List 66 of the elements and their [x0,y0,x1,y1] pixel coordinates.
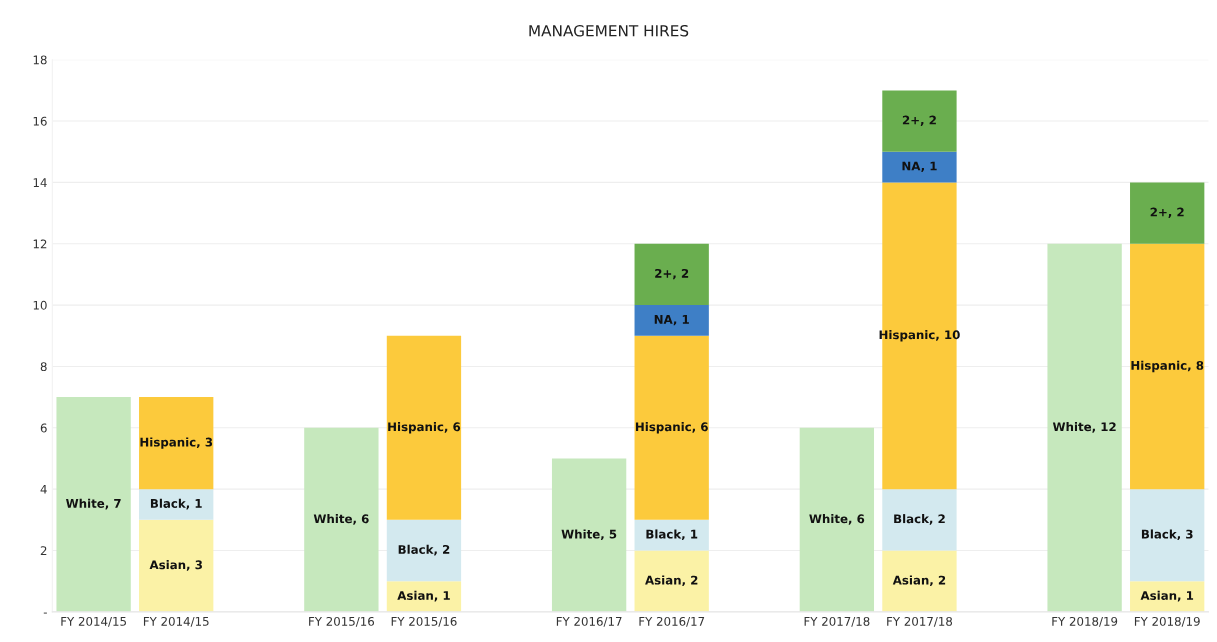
data-label: Black, 3 [1141,529,1193,541]
bar [882,90,957,152]
x-tick-label: FY 2018/19 [1052,616,1118,627]
y-tick-label: 16 [33,116,47,126]
data-label: White, 7 [66,498,121,510]
x-tick-label: FY 2016/17 [556,616,622,627]
y-tick-label: - [43,612,47,614]
data-label: Asian, 1 [397,590,450,602]
bar [139,489,214,520]
y-tick-label: 14 [33,178,47,187]
bar [56,397,131,612]
y-tick-label: 4 [40,485,47,494]
data-label: Asian, 2 [892,575,946,587]
data-label: Hispanic, 8 [1131,360,1204,373]
data-label: Black, 2 [894,514,945,525]
x-tick-label: FY 2015/16 [309,616,375,627]
bar [882,550,957,612]
y-tick-label: 18 [33,55,47,65]
data-label: Asian, 3 [149,560,202,571]
y-tick-label: 6 [40,423,47,433]
data-label: NA, 1 [654,315,689,326]
bar [634,305,709,336]
bar [882,489,957,551]
data-label: White, 6 [313,514,369,525]
data-label: White, 12 [1052,422,1116,433]
data-label: 2+, 2 [655,268,689,280]
x-tick-label: FY 2015/16 [391,616,457,627]
bar [139,519,214,612]
bar [1130,489,1205,582]
data-label: White, 6 [809,514,865,525]
data-label: Black, 1 [150,498,202,510]
bar [634,335,709,520]
x-tick-label: FY 2018/19 [1134,616,1200,627]
y-tick-label: 8 [40,362,47,372]
bar [1130,182,1205,244]
bar [386,335,462,520]
data-label: 2+, 2 [902,115,936,126]
bar [386,519,462,582]
bar [1130,243,1205,490]
data-label: 2+, 2 [1150,207,1184,219]
y-tick-label: 10 [33,300,47,310]
data-label: Hispanic, 6 [388,422,461,434]
data-label: Hispanic, 6 [635,422,708,434]
y-tick-label: 12 [33,239,47,249]
x-tick-label: FY 2016/17 [639,616,705,627]
data-label: Black, 2 [398,544,450,556]
bar [634,243,709,306]
x-tick-label: FY 2014/15 [143,616,209,627]
bar [882,151,957,183]
bar [139,397,214,490]
bar [634,550,709,612]
data-label: NA, 1 [902,161,937,172]
data-label: Black, 1 [646,529,698,541]
data-label: Asian, 2 [645,575,698,587]
data-label: White, 5 [561,529,617,541]
x-tick-label: FY 2017/18 [887,616,953,627]
y-tick-label: 2 [40,546,47,555]
bar [304,427,379,612]
bar [799,427,875,612]
x-tick-label: FY 2017/18 [804,616,870,627]
chart-title: MANAGEMENT HIRES [529,24,689,37]
bar [1047,243,1122,612]
data-label: Hispanic, 3 [140,437,213,449]
bar [551,458,627,612]
x-tick-label: FY 2014/15 [61,616,126,627]
data-label: Asian, 1 [1140,590,1194,602]
